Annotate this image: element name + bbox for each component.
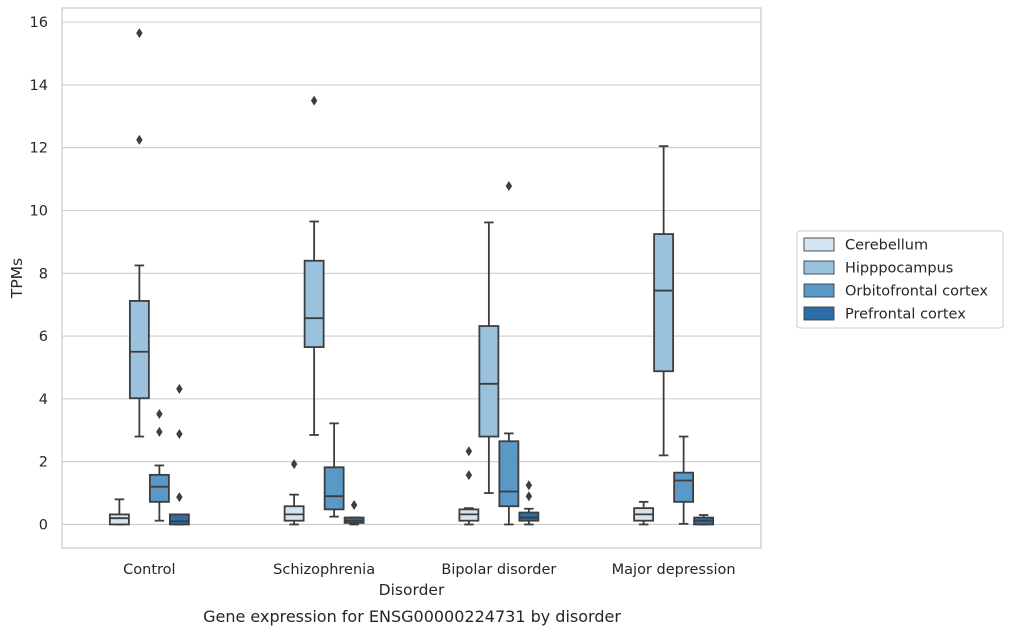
box-cerebellum xyxy=(458,446,480,526)
box-cerebellum xyxy=(633,500,655,526)
box-orbitofrontal-cortex xyxy=(673,435,695,525)
x-tick-labels: Control Schizophrenia Bipolar disorder Majo… xyxy=(123,562,735,578)
box-prefrontal-cortex xyxy=(343,499,365,526)
y-tick-labels: 0 2 4 6 8 10 12 14 16 xyxy=(30,15,48,533)
legend-frame xyxy=(796,230,1004,329)
chart-caption: Gene expression for ENSG00000224731 by d… xyxy=(203,607,621,626)
legend-entry-label: Prefrontal cortex xyxy=(845,307,966,323)
box-cerebellum xyxy=(108,498,130,526)
legend-swatch xyxy=(803,260,835,275)
box-orbitofrontal-cortex xyxy=(148,408,170,522)
box-hipppocampus xyxy=(478,221,500,494)
y-tick-label: 12 xyxy=(30,141,48,157)
box-prefrontal-cortex xyxy=(693,514,715,526)
box-iqr xyxy=(478,325,500,438)
legend-swatch xyxy=(803,283,835,298)
x-tick-label: Bipolar disorder xyxy=(441,562,556,578)
box-iqr xyxy=(673,471,695,503)
y-tick-label: 6 xyxy=(39,329,48,345)
outlier-point xyxy=(465,470,473,481)
outlier-point xyxy=(176,492,183,503)
outlier-point xyxy=(156,408,163,419)
outlier-point xyxy=(310,95,318,106)
box-hipppocampus xyxy=(128,28,150,438)
outlier-point xyxy=(136,28,143,39)
y-tick-label: 2 xyxy=(39,455,48,471)
x-axis-label: Disorder xyxy=(379,581,445,599)
legend-swatch xyxy=(803,237,835,252)
box-iqr xyxy=(653,233,675,373)
outlier-point xyxy=(176,383,183,394)
legend: Cerebellum Hipppocampus Orbitofrontal cort… xyxy=(796,230,1004,329)
box-hipppocampus xyxy=(653,145,675,457)
outlier-point xyxy=(176,429,183,440)
plot-frame xyxy=(61,7,762,549)
box-hipppocampus xyxy=(303,95,325,436)
box-iqr xyxy=(303,259,325,348)
x-tick-label: Schizophrenia xyxy=(273,562,375,578)
outlier-point xyxy=(350,499,358,510)
x-tick-label: Major depression xyxy=(612,562,736,578)
outlier-point xyxy=(290,459,298,470)
box-cerebellum xyxy=(283,459,305,526)
legend-swatch xyxy=(803,306,835,321)
y-tick-label: 0 xyxy=(39,517,48,533)
y-tick-label: 16 xyxy=(30,15,48,31)
y-tick-label: 8 xyxy=(39,266,48,282)
y-axis-label: TPMs xyxy=(8,258,26,299)
outlier-point xyxy=(505,181,513,192)
box-iqr xyxy=(108,513,130,526)
outlier-point xyxy=(525,480,533,491)
box-iqr xyxy=(168,513,190,526)
outlier-point xyxy=(156,426,163,437)
legend-entry-label: Cerebellum xyxy=(845,238,928,254)
outlier-point xyxy=(136,134,143,145)
box-iqr xyxy=(498,440,520,508)
y-tick-label: 14 xyxy=(30,78,48,94)
box-iqr xyxy=(148,473,170,503)
box-prefrontal-cortex xyxy=(168,383,190,526)
grid-lines xyxy=(62,21,761,526)
x-tick-label: Control xyxy=(123,562,175,578)
outlier-point xyxy=(465,446,473,457)
legend-entry-label: Hipppocampus xyxy=(845,261,953,277)
box-prefrontal-cortex xyxy=(518,480,540,526)
y-tick-label: 10 xyxy=(30,204,48,220)
box-iqr xyxy=(323,466,345,511)
box-series xyxy=(108,28,715,526)
box-orbitofrontal-cortex xyxy=(498,181,520,526)
y-tick-label: 4 xyxy=(39,392,48,408)
box-iqr xyxy=(283,505,305,522)
legend-entry-label: Orbitofrontal cortex xyxy=(845,284,988,300)
outlier-point xyxy=(525,491,533,502)
box-orbitofrontal-cortex xyxy=(323,422,345,518)
box-iqr xyxy=(128,300,150,400)
box-iqr xyxy=(518,511,540,522)
